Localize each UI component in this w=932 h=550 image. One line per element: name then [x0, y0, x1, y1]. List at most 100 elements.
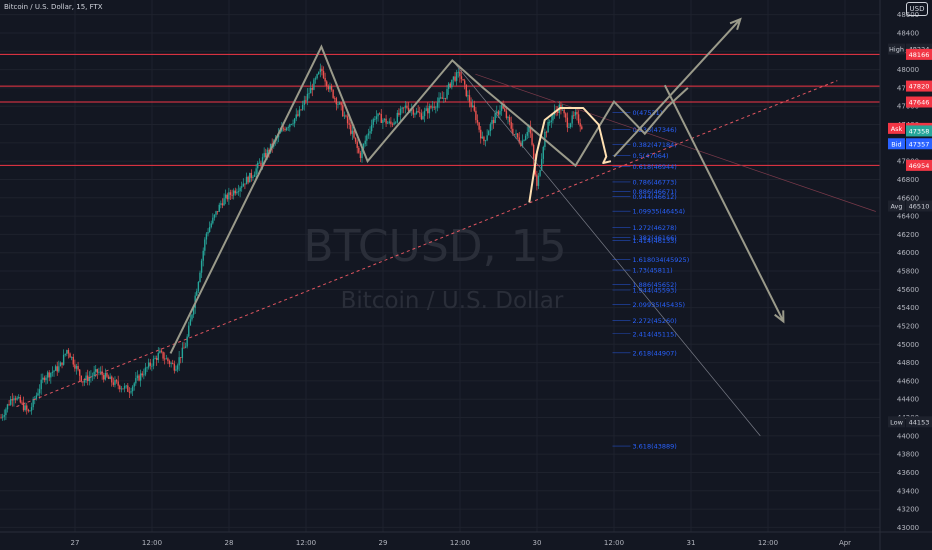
- candle-body: [329, 86, 331, 90]
- candle-body: [545, 131, 548, 133]
- candle-body: [93, 371, 95, 376]
- candle-body: [221, 203, 224, 206]
- candle-body: [375, 116, 378, 120]
- time-tick-label: 27: [71, 539, 80, 547]
- candle-body: [139, 373, 142, 381]
- candle-body: [515, 133, 517, 135]
- candle-body: [87, 375, 89, 382]
- candle-body: [180, 357, 182, 358]
- candle-body: [183, 347, 185, 349]
- candle-body: [11, 399, 14, 401]
- fibonacci-extension[interactable]: 0(47531) 0.236(47346) 0.382(47184) 0.5(4706…: [612, 109, 689, 451]
- candle-body: [335, 98, 338, 105]
- candle-body: [146, 367, 148, 369]
- candle-body: [231, 194, 233, 196]
- candle-body: [489, 124, 492, 132]
- price-tick-label: 44600: [897, 377, 919, 385]
- candle-body: [285, 127, 288, 131]
- candle-body: [64, 353, 66, 355]
- candle-body: [457, 71, 459, 73]
- price-value-tag: [906, 416, 932, 428]
- candle-body: [443, 97, 445, 99]
- candle-body: [239, 187, 241, 192]
- candle-body: [268, 149, 270, 152]
- candle-body: [342, 105, 344, 117]
- candle-body: [364, 140, 366, 144]
- candle-body: [447, 83, 450, 90]
- candle-body: [261, 157, 264, 165]
- fib-level-label: 1.272(46278): [632, 224, 676, 232]
- price-tick-label: 45800: [897, 268, 919, 276]
- time-axis[interactable]: 27 12:00 28 12:00 29 12:00 30 12:00 31 12:00 Apr: [0, 531, 932, 547]
- fib-level-label: 2.09935(45435): [632, 301, 685, 309]
- candle-body: [518, 137, 520, 143]
- candle-body: [524, 135, 527, 141]
- candle-body: [13, 398, 15, 401]
- candle-body: [80, 375, 82, 382]
- candle-body: [428, 106, 431, 114]
- candle-body: [212, 217, 214, 224]
- candle-body: [287, 127, 289, 128]
- candle-body: [306, 93, 309, 101]
- candle-body: [465, 84, 467, 97]
- candle-body: [433, 106, 435, 108]
- candle-body: [391, 123, 394, 125]
- candle-body: [16, 397, 18, 400]
- price-tag-title-bg: [888, 138, 905, 150]
- down-arrowhead: [774, 310, 785, 324]
- candle-body: [305, 100, 307, 102]
- candle-body: [547, 122, 549, 133]
- candle-body: [82, 381, 84, 383]
- up-arrowhead: [729, 17, 742, 31]
- candle-body: [552, 114, 554, 121]
- candle-body: [224, 194, 227, 199]
- candle-body: [537, 175, 540, 186]
- candle-body: [8, 404, 10, 406]
- candle-body: [175, 369, 177, 371]
- candle-body: [136, 375, 139, 379]
- up-projection-line: [613, 18, 742, 158]
- candle-body: [131, 386, 134, 392]
- candle-body: [377, 113, 379, 117]
- candle-body: [343, 115, 346, 117]
- candle-body: [484, 140, 487, 142]
- candle-body: [27, 409, 30, 412]
- horizontal-lines[interactable]: [0, 53, 880, 166]
- candle-body: [204, 239, 206, 251]
- candle-body: [521, 140, 524, 146]
- candle-body: [500, 105, 503, 111]
- candle-body: [303, 100, 305, 105]
- fib-level-label: 0.944(46612): [632, 193, 676, 201]
- candle-body: [83, 380, 86, 383]
- candle-body: [208, 226, 211, 233]
- candle-body: [508, 117, 511, 122]
- price-tick-label: 46400: [897, 213, 919, 221]
- candle-body: [260, 162, 262, 165]
- candle-body: [354, 137, 357, 142]
- candle-body: [385, 118, 387, 124]
- candle-body: [188, 325, 190, 337]
- candle-body: [130, 391, 132, 393]
- fib-level-label: 2.414(45115): [632, 330, 676, 338]
- price-tick-label: 48000: [897, 66, 919, 74]
- candle-body: [427, 108, 429, 114]
- candle-body: [37, 393, 39, 396]
- candle-body: [112, 382, 115, 385]
- candle-body: [0, 417, 2, 419]
- candle-body: [69, 353, 71, 358]
- fib-level-label: 1.886(45652): [632, 281, 676, 289]
- candle-body: [184, 346, 187, 348]
- currency-button[interactable]: USD: [906, 2, 928, 16]
- candle-body: [505, 111, 508, 118]
- candle-body: [10, 399, 12, 405]
- time-tick-label: 12:00: [450, 539, 470, 547]
- symbol-title[interactable]: Bitcoin / U.S. Dollar, 15, FTX: [4, 3, 103, 11]
- candle-body: [67, 350, 70, 354]
- candle-body: [358, 147, 360, 153]
- price-tick-label: 45400: [897, 304, 919, 312]
- candle-body: [340, 102, 342, 106]
- drawing-tools[interactable]: [16, 17, 876, 437]
- candle-body: [332, 89, 334, 98]
- candle-body: [229, 192, 232, 195]
